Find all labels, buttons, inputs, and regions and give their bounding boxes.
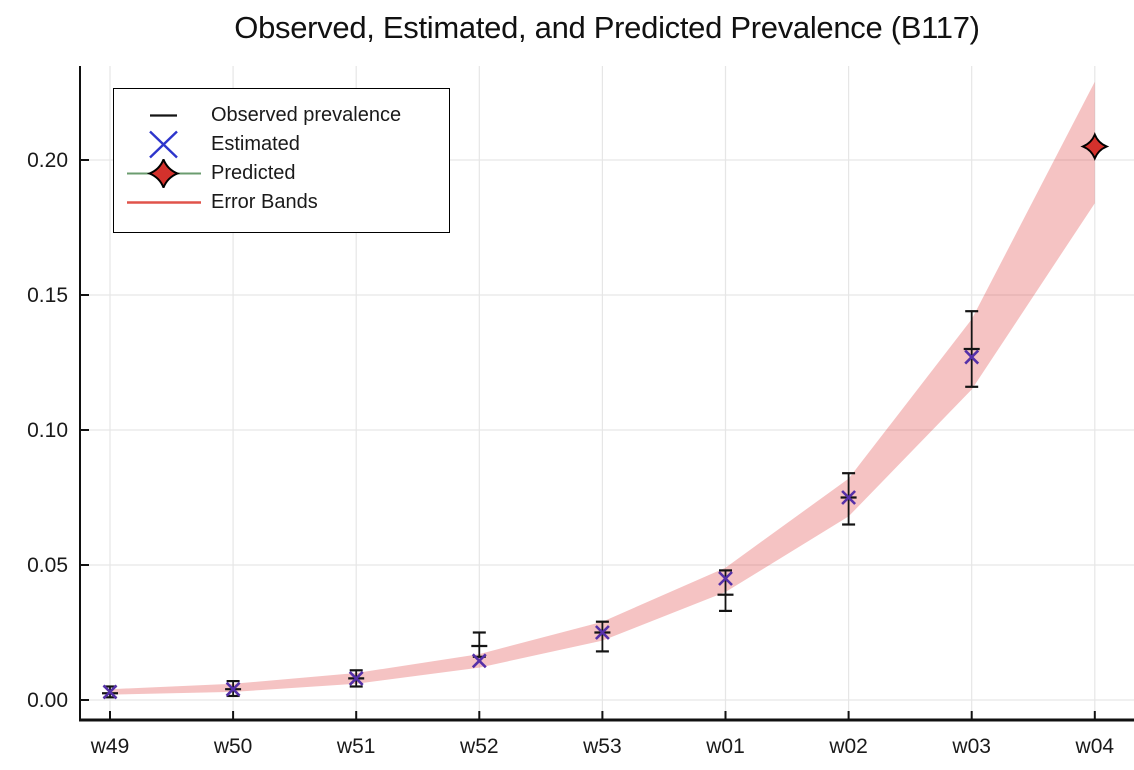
estimated-x-marker	[718, 571, 733, 586]
estimated-x-marker	[348, 670, 364, 686]
y-tick-label: 0.05	[27, 554, 68, 577]
legend-label-errorbands: Error Bands	[211, 191, 318, 213]
y-tick-label: 0.15	[27, 284, 68, 307]
estimated-x-marker	[964, 349, 980, 365]
x-tick-label: w03	[951, 735, 991, 758]
legend-item-estimated: Estimated	[114, 130, 449, 159]
y-tick-label: 0.20	[27, 149, 68, 172]
x-tick-label: w51	[336, 735, 376, 758]
estimated-x-icon	[127, 130, 201, 159]
observed-dash-icon	[127, 101, 201, 130]
y-tick-label: 0.00	[27, 689, 68, 712]
chart-title: Observed, Estimated, and Predicted Preva…	[234, 10, 980, 45]
legend: Observed prevalence Estimated Predicted	[113, 88, 450, 233]
x-tick-label: w52	[459, 735, 499, 758]
legend-label-estimated: Estimated	[211, 133, 300, 155]
x-tick-label: w49	[90, 735, 130, 758]
legend-item-observed: Observed prevalence	[114, 101, 449, 130]
x-tick-label: w04	[1075, 735, 1115, 758]
predicted-star-icon	[127, 159, 201, 188]
estimated-x-marker	[225, 681, 241, 697]
estimated-x-marker	[102, 684, 118, 700]
estimated-x-marker	[841, 490, 857, 505]
error-bands-icon	[127, 188, 201, 217]
x-tick-label: w50	[213, 735, 253, 758]
estimated-x-marker	[471, 653, 487, 669]
legend-label-predicted: Predicted	[211, 162, 296, 184]
x-tick-label: w02	[828, 735, 868, 758]
legend-label-observed: Observed prevalence	[211, 104, 402, 126]
x-tick-label: w01	[705, 735, 745, 758]
legend-item-predicted: Predicted	[114, 159, 449, 188]
predicted-star-marker	[1080, 132, 1110, 161]
y-tick-label: 0.10	[27, 419, 68, 442]
x-tick-label: w53	[582, 735, 622, 758]
legend-item-errorbands: Error Bands	[114, 188, 449, 217]
estimated-x-marker	[594, 625, 610, 640]
